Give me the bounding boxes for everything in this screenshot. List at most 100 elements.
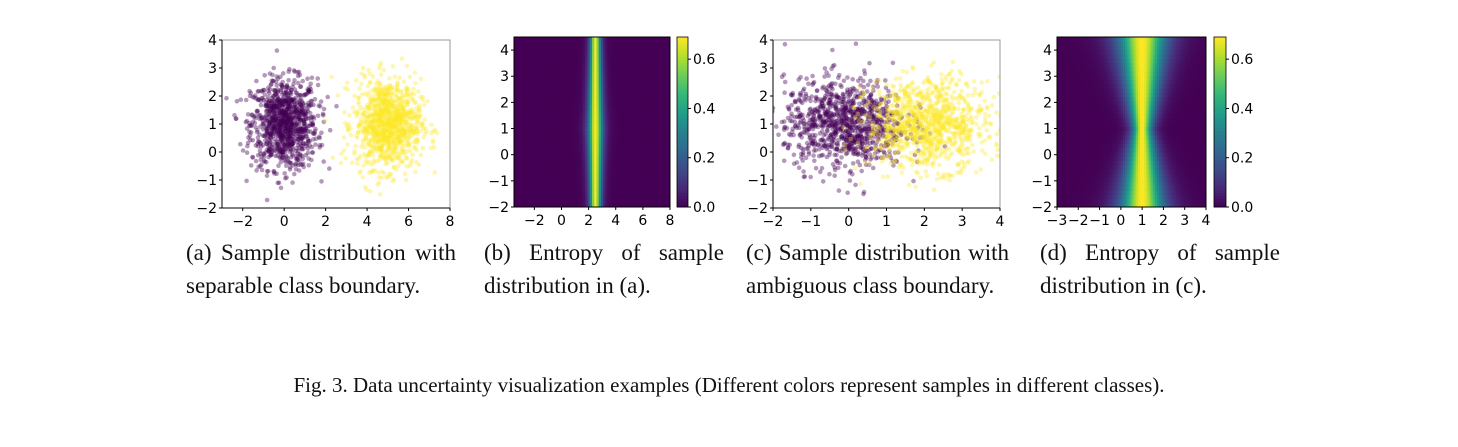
heatmap-cell xyxy=(536,147,540,153)
scatter-point xyxy=(841,146,847,152)
scatter-point xyxy=(286,100,291,106)
scatter-point xyxy=(381,102,387,107)
scatter-point xyxy=(266,94,271,100)
scatter-point xyxy=(279,109,285,114)
heatmap-cell xyxy=(629,92,633,98)
heatmap-cell xyxy=(583,79,586,85)
heatmap-cell xyxy=(536,88,540,93)
scatter-point xyxy=(288,140,294,145)
heatmap-cell xyxy=(603,83,606,89)
heatmap-cell xyxy=(656,79,660,85)
heatmap-cell xyxy=(554,45,557,51)
y-tick-label: 0 xyxy=(500,148,509,164)
heatmap-cell xyxy=(600,130,604,136)
heatmap-cell xyxy=(634,151,638,157)
scatter-point xyxy=(401,127,407,132)
heatmap-cell xyxy=(609,164,613,170)
heatmap-cell xyxy=(612,173,615,178)
heatmap-cell xyxy=(547,134,551,140)
scatter-point xyxy=(370,128,375,134)
heatmap-cell xyxy=(658,139,662,144)
heatmap-cell xyxy=(632,134,635,140)
heatmap-cell xyxy=(649,71,653,76)
scatter-point xyxy=(306,138,311,144)
scatter-point xyxy=(389,121,395,126)
scatter-point xyxy=(288,127,294,133)
heatmap-cell xyxy=(598,202,602,207)
heatmap-cell xyxy=(656,71,660,76)
colorbar-segment xyxy=(677,119,688,123)
scatter-point xyxy=(412,70,418,75)
scatter-point xyxy=(271,103,276,108)
scatter-point xyxy=(283,104,289,109)
scatter-point xyxy=(294,128,300,134)
heatmap-cell xyxy=(636,151,640,157)
heatmap-cell xyxy=(609,58,613,64)
scatter-point xyxy=(272,92,278,98)
scatter-point xyxy=(287,134,292,140)
heatmap-cell xyxy=(627,49,631,55)
scatter-point xyxy=(875,155,880,160)
scatter-point xyxy=(299,134,305,140)
scatter-point xyxy=(289,142,295,148)
scatter-point xyxy=(409,158,415,163)
heatmap-cell xyxy=(607,37,611,42)
heatmap-cell xyxy=(598,92,602,98)
scatter-point xyxy=(289,121,294,126)
heatmap-cell xyxy=(652,88,655,93)
heatmap-cell xyxy=(652,202,655,207)
heatmap-cell xyxy=(576,156,580,161)
heatmap-cell xyxy=(574,185,577,191)
scatter-point xyxy=(291,99,297,105)
scatter-point xyxy=(372,107,378,113)
heatmap-cell xyxy=(609,156,613,161)
scatter-point xyxy=(372,145,378,150)
scatter-point xyxy=(399,150,404,156)
heatmap-cell xyxy=(603,49,606,55)
scatter-point xyxy=(382,129,388,135)
heatmap-cell xyxy=(596,49,600,55)
heatmap-cell xyxy=(514,92,517,98)
heatmap-cell xyxy=(587,92,591,98)
heatmap-cell xyxy=(647,134,651,140)
scatter-point xyxy=(280,115,286,121)
heatmap-cell xyxy=(654,198,658,204)
scatter-point xyxy=(299,106,305,111)
scatter-point xyxy=(403,92,408,98)
heatmap-cell xyxy=(625,45,629,51)
heatmap-cell xyxy=(663,156,667,161)
scatter-point xyxy=(275,114,280,119)
heatmap-cell xyxy=(614,66,618,72)
scatter-point xyxy=(401,109,407,115)
scatter-point xyxy=(392,105,398,111)
heatmap-cell xyxy=(576,105,580,110)
scatter-point xyxy=(402,152,408,158)
scatter-point xyxy=(354,133,359,139)
scatter-point xyxy=(298,152,303,158)
scatter-point xyxy=(277,125,283,131)
scatter-point xyxy=(420,123,425,129)
heatmap-cell xyxy=(620,79,624,85)
heatmap-cell xyxy=(665,96,669,102)
scatter-point xyxy=(393,108,398,113)
heatmap-cell xyxy=(518,185,522,191)
heatmap-cell xyxy=(585,134,589,140)
heatmap-cell xyxy=(578,96,582,102)
scatter-point xyxy=(278,149,283,154)
scatter-point xyxy=(391,177,397,182)
heatmap-cell xyxy=(607,177,611,183)
heatmap-cell xyxy=(616,151,620,157)
heatmap-cell xyxy=(578,45,582,51)
heatmap-cell xyxy=(538,156,542,161)
heatmap-cell xyxy=(531,105,535,110)
heatmap-cell xyxy=(560,130,564,136)
scatter-point xyxy=(395,135,401,141)
scatter-point xyxy=(294,153,299,159)
scatter-point xyxy=(383,91,389,97)
heatmap-cell xyxy=(527,54,531,59)
heatmap-cell xyxy=(649,177,653,183)
scatter-point xyxy=(388,126,394,131)
scatter-point xyxy=(358,120,364,125)
scatter-point xyxy=(306,115,311,121)
colorbar-segment xyxy=(677,73,688,78)
